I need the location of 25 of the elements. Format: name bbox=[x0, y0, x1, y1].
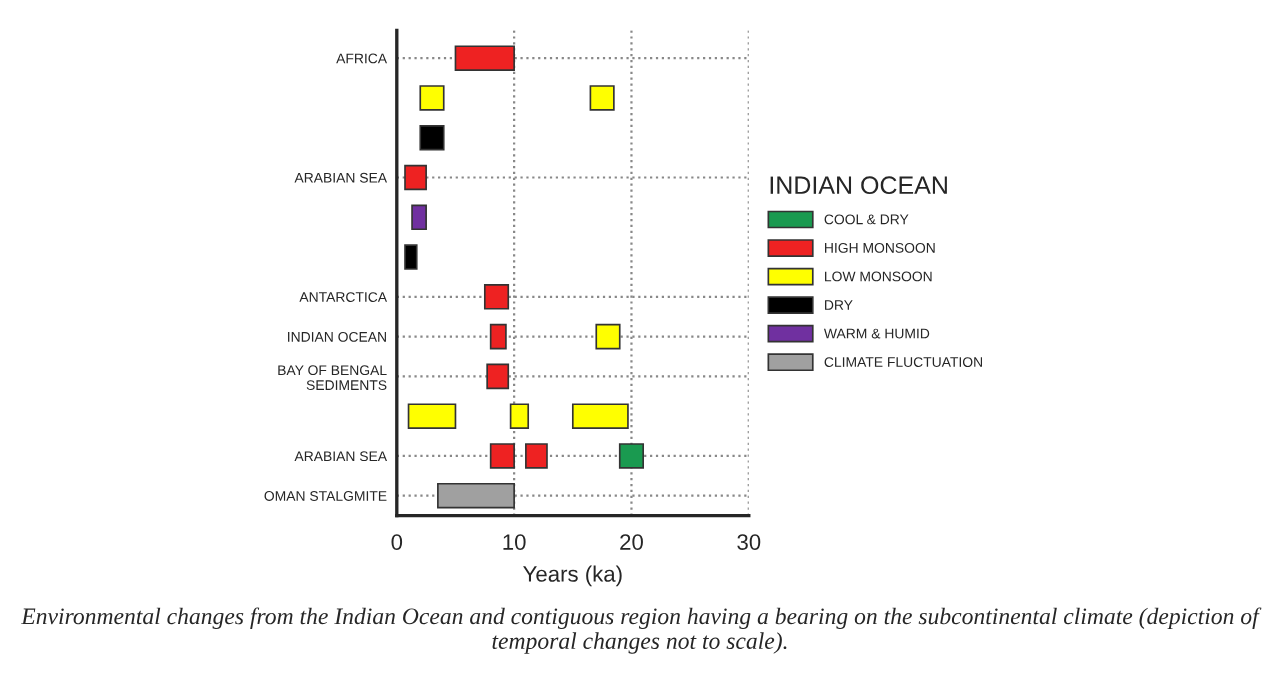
x-axis-title: Years (ka) bbox=[523, 565, 622, 587]
bar bbox=[454, 45, 515, 71]
x-tick-label: 10 bbox=[503, 534, 526, 550]
bar bbox=[404, 164, 427, 191]
bar bbox=[419, 124, 445, 151]
bar bbox=[404, 244, 418, 270]
bar bbox=[595, 323, 621, 350]
x-tick-label: 20 bbox=[620, 534, 643, 550]
bar bbox=[489, 443, 515, 469]
x-tick-label: 0 bbox=[391, 534, 403, 550]
bar bbox=[407, 403, 457, 429]
text: Environmental changes from the Indian Ocean and contiguous region having a bearing on the subcontinental climate (depiction of temporal changes not to scale). bbox=[21, 607, 1262, 654]
bar bbox=[489, 323, 507, 350]
bar bbox=[483, 284, 510, 310]
bar bbox=[589, 85, 615, 111]
bar bbox=[419, 85, 445, 111]
bar bbox=[525, 443, 548, 469]
bar bbox=[437, 482, 515, 509]
bar bbox=[618, 443, 645, 469]
bar bbox=[411, 204, 427, 231]
bar bbox=[486, 363, 510, 390]
bar bbox=[571, 403, 629, 429]
x-tick-label: 30 bbox=[737, 534, 761, 550]
legend-title: INDIAN OCEAN bbox=[770, 176, 947, 195]
bar bbox=[509, 403, 530, 429]
